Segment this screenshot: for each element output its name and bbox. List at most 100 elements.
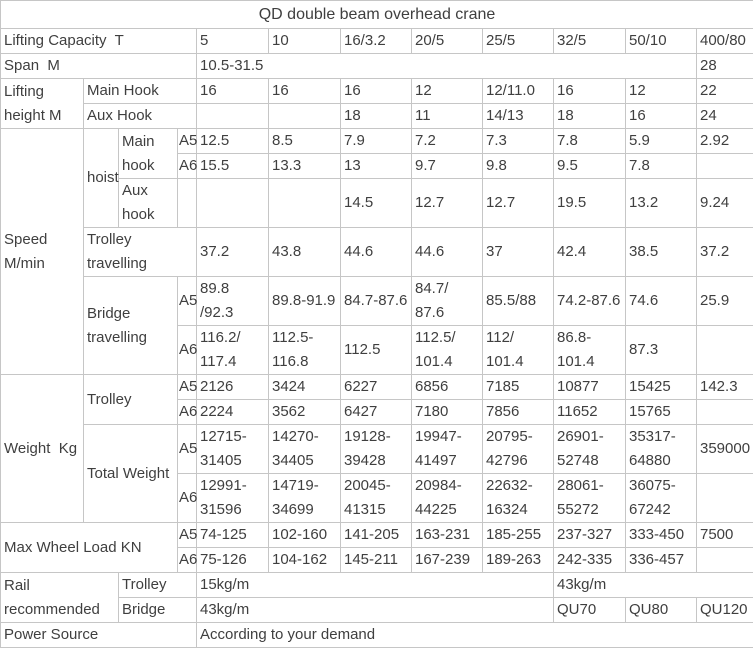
value-cell: 185-255 (482, 522, 554, 548)
row-label: Power Source (0, 622, 197, 648)
value-cell (695, 153, 753, 179)
value-cell: 15765 (625, 399, 697, 425)
value-cell: 16 (196, 78, 269, 104)
value-cell: 36075- 67242 (625, 473, 697, 523)
value-cell: 10877 (553, 374, 626, 400)
table-row: Weight Kg Trolley A5 2126 3424 6227 6856 7185 10… (0, 374, 753, 523)
row-label: Bridge (118, 597, 197, 623)
row-label: Main Hook (83, 78, 197, 104)
value-cell: 189-263 (482, 547, 554, 573)
value-cell: 7.3 (482, 128, 554, 154)
grade-cell: A6 (177, 325, 197, 375)
value-cell (695, 325, 753, 375)
value-cell: 42.4 (553, 227, 626, 277)
value-cell: 102-160 (268, 522, 341, 548)
value-cell: 7185 (482, 374, 554, 400)
row-label: Span M (0, 53, 197, 79)
value-cell: 359000 (695, 424, 753, 474)
value-cell: 3424 (268, 374, 341, 400)
grade-cell: A6 (177, 399, 197, 425)
table-title: QD double beam overhead crane (0, 0, 753, 29)
value-cell: 333-450 (625, 522, 697, 548)
value-cell: 104-162 (268, 547, 341, 573)
capacity-cell: 400/80 (695, 28, 753, 54)
value-cell: 12715- 31405 (196, 424, 269, 474)
table-row: Rail recommended Trolley 15kg/m 43kg/m (0, 572, 753, 623)
value-cell: 3562 (268, 399, 341, 425)
row-label: Lifting height M (0, 78, 84, 129)
capacity-cell: 50/10 (625, 28, 697, 54)
value-cell: 43kg/m (196, 597, 554, 623)
row-label: Bridge travelling (83, 276, 178, 375)
table-row: Aux hook 14.5 12.7 12.7 19.5 13.2 9.24 (1, 178, 753, 228)
value-cell (268, 178, 341, 228)
capacity-cell: 25/5 (482, 28, 554, 54)
value-cell: 14719- 34699 (268, 473, 341, 523)
value-cell: 44.6 (340, 227, 412, 277)
value-cell: 16 (625, 103, 697, 129)
value-cell: 10.5-31.5 (196, 53, 697, 79)
value-cell: 6427 (340, 399, 412, 425)
value-cell: 145-211 (340, 547, 412, 573)
value-cell: 26901- 52748 (553, 424, 626, 474)
table-row: Max Wheel Load KN A5 74-125 102-160 141-205 1… (0, 522, 753, 573)
value-cell: 12.7 (482, 178, 554, 228)
row-label: Speed M/min (0, 128, 84, 375)
capacity-cell: 32/5 (553, 28, 626, 54)
row-label: Trolley travelling (83, 227, 197, 277)
value-cell: 112.5 (340, 325, 412, 375)
value-cell: 7856 (482, 399, 554, 425)
grade-cell: A6 (177, 547, 197, 573)
value-cell: According to your demand (195, 622, 753, 648)
value-cell: 86.8- 101.4 (553, 325, 626, 375)
capacity-cell: 5 (196, 28, 269, 54)
table-row: A6 75-126 104-162 145-211 167-239 189-263 242-… (1, 547, 753, 573)
row-label: Rail recommended (0, 572, 119, 623)
value-cell: 2126 (196, 374, 269, 400)
table-row: A6 15.5 13.3 13 9.7 9.8 9.5 7.8 (1, 153, 753, 179)
grade-cell: A6 (177, 153, 197, 179)
row-label: hoist (83, 128, 119, 228)
capacity-cell: 16/3.2 (340, 28, 412, 54)
value-cell: 11652 (553, 399, 626, 425)
table-row: Speed M/min hoist Main hook A5 12.5 8.5 7.9 7.2… (0, 128, 753, 375)
capacity-cell: 20/5 (411, 28, 483, 54)
value-cell: QU120 (695, 597, 753, 623)
value-cell: 44.6 (411, 227, 483, 277)
value-cell: 37.2 (695, 227, 753, 277)
value-cell: 12.5 (196, 128, 269, 154)
grade-cell: A5 (177, 424, 197, 474)
value-cell: 28 (695, 53, 753, 79)
value-cell: 5.9 (625, 128, 697, 154)
value-cell: QU70 (553, 597, 626, 623)
value-cell: 37 (482, 227, 554, 277)
row-label: Main hook (118, 128, 178, 179)
value-cell: 87.3 (625, 325, 697, 375)
value-cell: 89.8 /92.3 (196, 276, 269, 326)
value-cell: 12/11.0 (482, 78, 554, 104)
row-label: Weight Kg (0, 374, 84, 523)
value-cell: 9.8 (482, 153, 554, 179)
row-label: Max Wheel Load KN (0, 522, 178, 573)
value-cell: 12 (625, 78, 697, 104)
grade-cell (177, 178, 197, 228)
value-cell: 242-335 (553, 547, 626, 573)
value-cell: 7.8 (553, 128, 626, 154)
value-cell: 85.5/88 (482, 276, 554, 326)
grade-cell: A5 (177, 522, 197, 548)
value-cell: 16 (340, 78, 412, 104)
value-cell: 14270- 34405 (268, 424, 341, 474)
value-cell: 14/13 (482, 103, 554, 129)
value-cell: 7.9 (340, 128, 412, 154)
grade-cell: A5 (177, 276, 197, 326)
value-cell: 22632- 16324 (482, 473, 554, 523)
value-cell: 19128- 39428 (340, 424, 412, 474)
value-cell: 13.2 (625, 178, 697, 228)
value-cell: 75-126 (196, 547, 269, 573)
grade-cell: A6 (177, 473, 197, 523)
row-label: Aux Hook (83, 103, 197, 129)
value-cell (695, 473, 753, 523)
value-cell: 37.2 (196, 227, 269, 277)
row-label: Trolley (83, 374, 178, 425)
